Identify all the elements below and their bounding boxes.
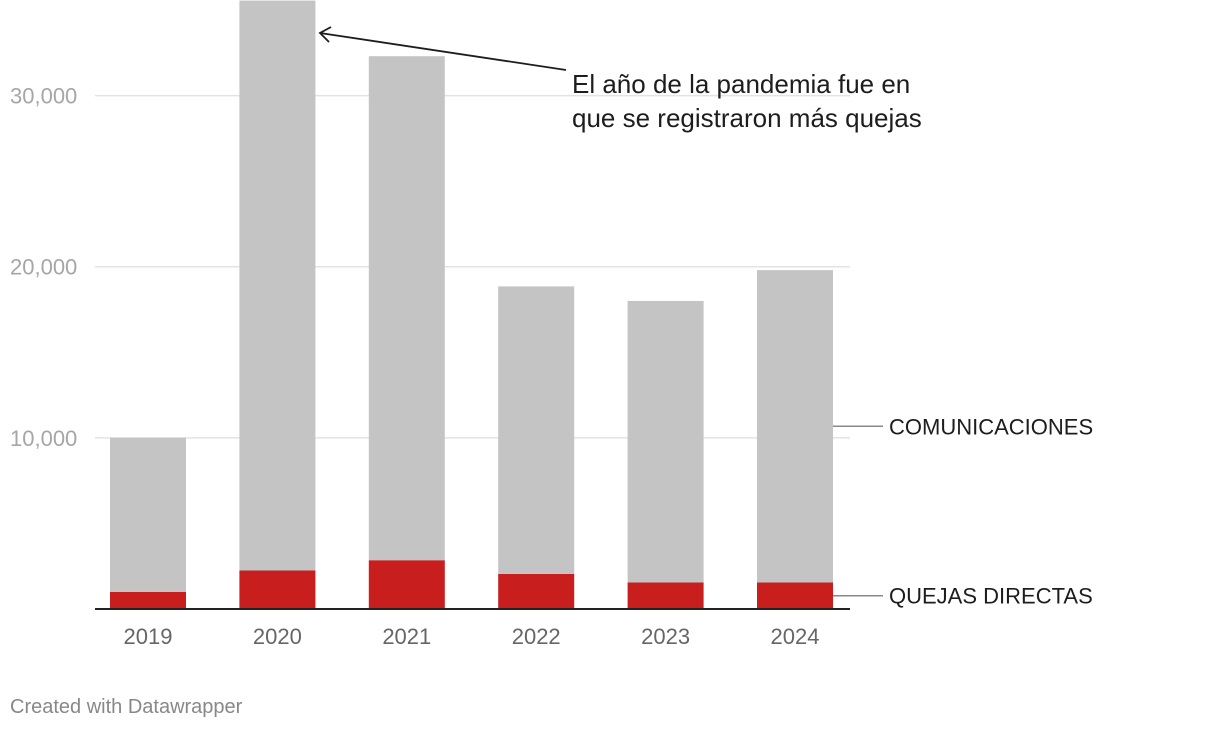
x-axis-ticks: 2019 2020 2021 2022 2023 2024 xyxy=(124,624,820,649)
annotation-line-1: El año de la pandemia fue en xyxy=(572,69,910,99)
annotation-arrow-head xyxy=(318,26,332,43)
bar-comunicaciones-2019 xyxy=(110,437,186,592)
bars xyxy=(110,0,833,609)
x-tick-label: 2022 xyxy=(512,624,561,649)
legend-label-comunicaciones: COMUNICACIONES xyxy=(889,414,1093,439)
bar-comunicaciones-2020 xyxy=(239,0,316,571)
datawrapper-credit[interactable]: Created with Datawrapper xyxy=(10,696,243,718)
x-tick-label: 2023 xyxy=(641,624,690,649)
bar-comunicaciones-2021 xyxy=(368,56,445,561)
bar-quejas-directas-2019 xyxy=(110,591,186,609)
bar-comunicaciones-2024 xyxy=(757,270,833,583)
annotation-arrow-line xyxy=(319,32,567,71)
bar-comunicaciones-2022 xyxy=(498,286,575,574)
bar-comunicaciones-2023 xyxy=(627,300,704,583)
y-tick-label: 20,000 xyxy=(10,255,77,280)
y-tick-label: 10,000 xyxy=(10,426,77,451)
inline-legend: QUEJAS DIRECTAS COMUNICACIONES xyxy=(833,414,1093,609)
bar-quejas-directas-2021 xyxy=(368,560,445,609)
bar-quejas-directas-2023 xyxy=(627,582,704,609)
bar-quejas-directas-2020 xyxy=(239,570,316,609)
y-axis-ticks: 10,000 20,000 30,000 xyxy=(10,84,77,451)
bar-quejas-directas-2022 xyxy=(498,573,575,609)
y-tick-label: 30,000 xyxy=(10,84,77,109)
gridlines xyxy=(95,94,850,439)
bar-quejas-directas-2024 xyxy=(757,582,833,609)
annotation: El año de la pandemia fue en que se regi… xyxy=(318,26,922,133)
x-tick-label: 2024 xyxy=(771,624,820,649)
x-tick-label: 2019 xyxy=(124,624,173,649)
legend-label-quejas-directas: QUEJAS DIRECTAS xyxy=(889,584,1093,609)
annotation-line-2: que se registraron más quejas xyxy=(572,103,922,133)
x-tick-label: 2020 xyxy=(253,624,302,649)
x-tick-label: 2021 xyxy=(382,624,431,649)
